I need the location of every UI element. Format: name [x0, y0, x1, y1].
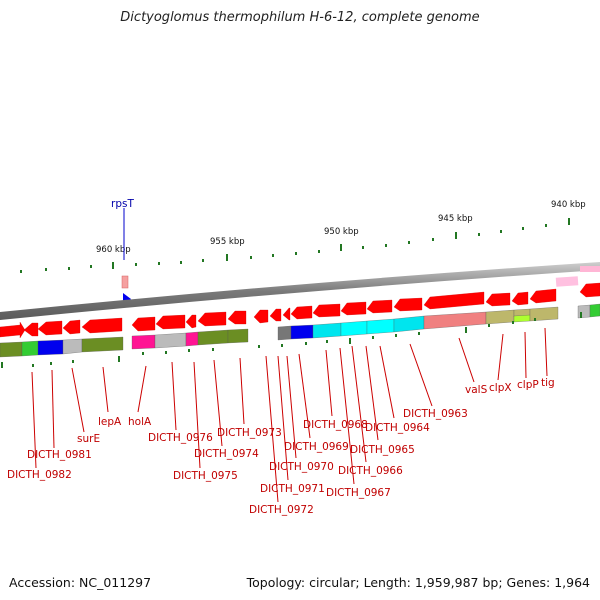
gene-label-dicth-0969: DICTH_0969	[284, 441, 349, 453]
gene-labels: DICTH_0982 DICTH_0981 surE lepA holA DIC…	[7, 377, 555, 516]
gene-label-dicth-0963: DICTH_0963	[403, 408, 468, 420]
gene-label-dicth-0965: DICTH_0965	[350, 444, 415, 456]
pink-feature-strip	[580, 266, 600, 272]
gene-label-dicth-0967: DICTH_0967	[326, 487, 391, 499]
callout-lines	[31, 327, 548, 503]
gene-label-dicth-0973: DICTH_0973	[217, 427, 282, 439]
scale-labels: 960 kbp 955 kbp 950 kbp 945 kbp 940 kbp	[96, 200, 586, 255]
lower-ticks	[1, 312, 582, 368]
scale-label-940: 940 kbp	[551, 200, 586, 210]
gene-label-clpx: clpX	[489, 382, 512, 394]
scale-label-945: 945 kbp	[438, 214, 473, 224]
pink-feature	[555, 276, 579, 287]
genome-backbone	[0, 262, 600, 320]
gene-label-sure: surE	[77, 433, 100, 445]
rpst-marker: rpsT	[111, 198, 134, 305]
gene-label-lepa: lepA	[98, 416, 122, 428]
scale-label-955: 955 kbp	[210, 237, 245, 247]
gene-label-dicth-0970: DICTH_0970	[269, 461, 334, 473]
scale-label-950: 950 kbp	[324, 227, 359, 237]
gene-arrows	[0, 282, 600, 339]
accession-text: Accession: NC_011297	[9, 575, 152, 590]
gene-label-dicth-0964: DICTH_0964	[365, 422, 430, 434]
gene-label-dicth-0966: DICTH_0966	[338, 465, 403, 477]
gene-label-dicth-0982: DICTH_0982	[7, 469, 72, 481]
gene-label-dicth-0968: DICTH_0968	[303, 419, 368, 431]
scale-ticks	[20, 218, 570, 273]
map-title: Dictyoglomus thermophilum H-6-12, comple…	[120, 10, 480, 25]
gene-label-dicth-0981: DICTH_0981	[27, 449, 92, 461]
gene-label-hola: holA	[128, 416, 152, 428]
gene-label-dicth-0974: DICTH_0974	[194, 448, 259, 460]
gene-label-clpp: clpP	[517, 379, 539, 391]
scale-label-960: 960 kbp	[96, 245, 131, 255]
topology-text: Topology: circular; Length: 1,959,987 bp…	[246, 575, 590, 590]
gene-label-dicth-0975: DICTH_0975	[173, 470, 238, 482]
rpst-label: rpsT	[111, 198, 134, 210]
gene-label-dicth-0971: DICTH_0971	[260, 483, 325, 495]
gene-label-dicth-0976: DICTH_0976	[148, 432, 213, 444]
gene-label-vals: valS	[465, 384, 488, 396]
gene-label-tig: tig	[541, 377, 555, 389]
gene-label-dicth-0972: DICTH_0972	[249, 504, 314, 516]
